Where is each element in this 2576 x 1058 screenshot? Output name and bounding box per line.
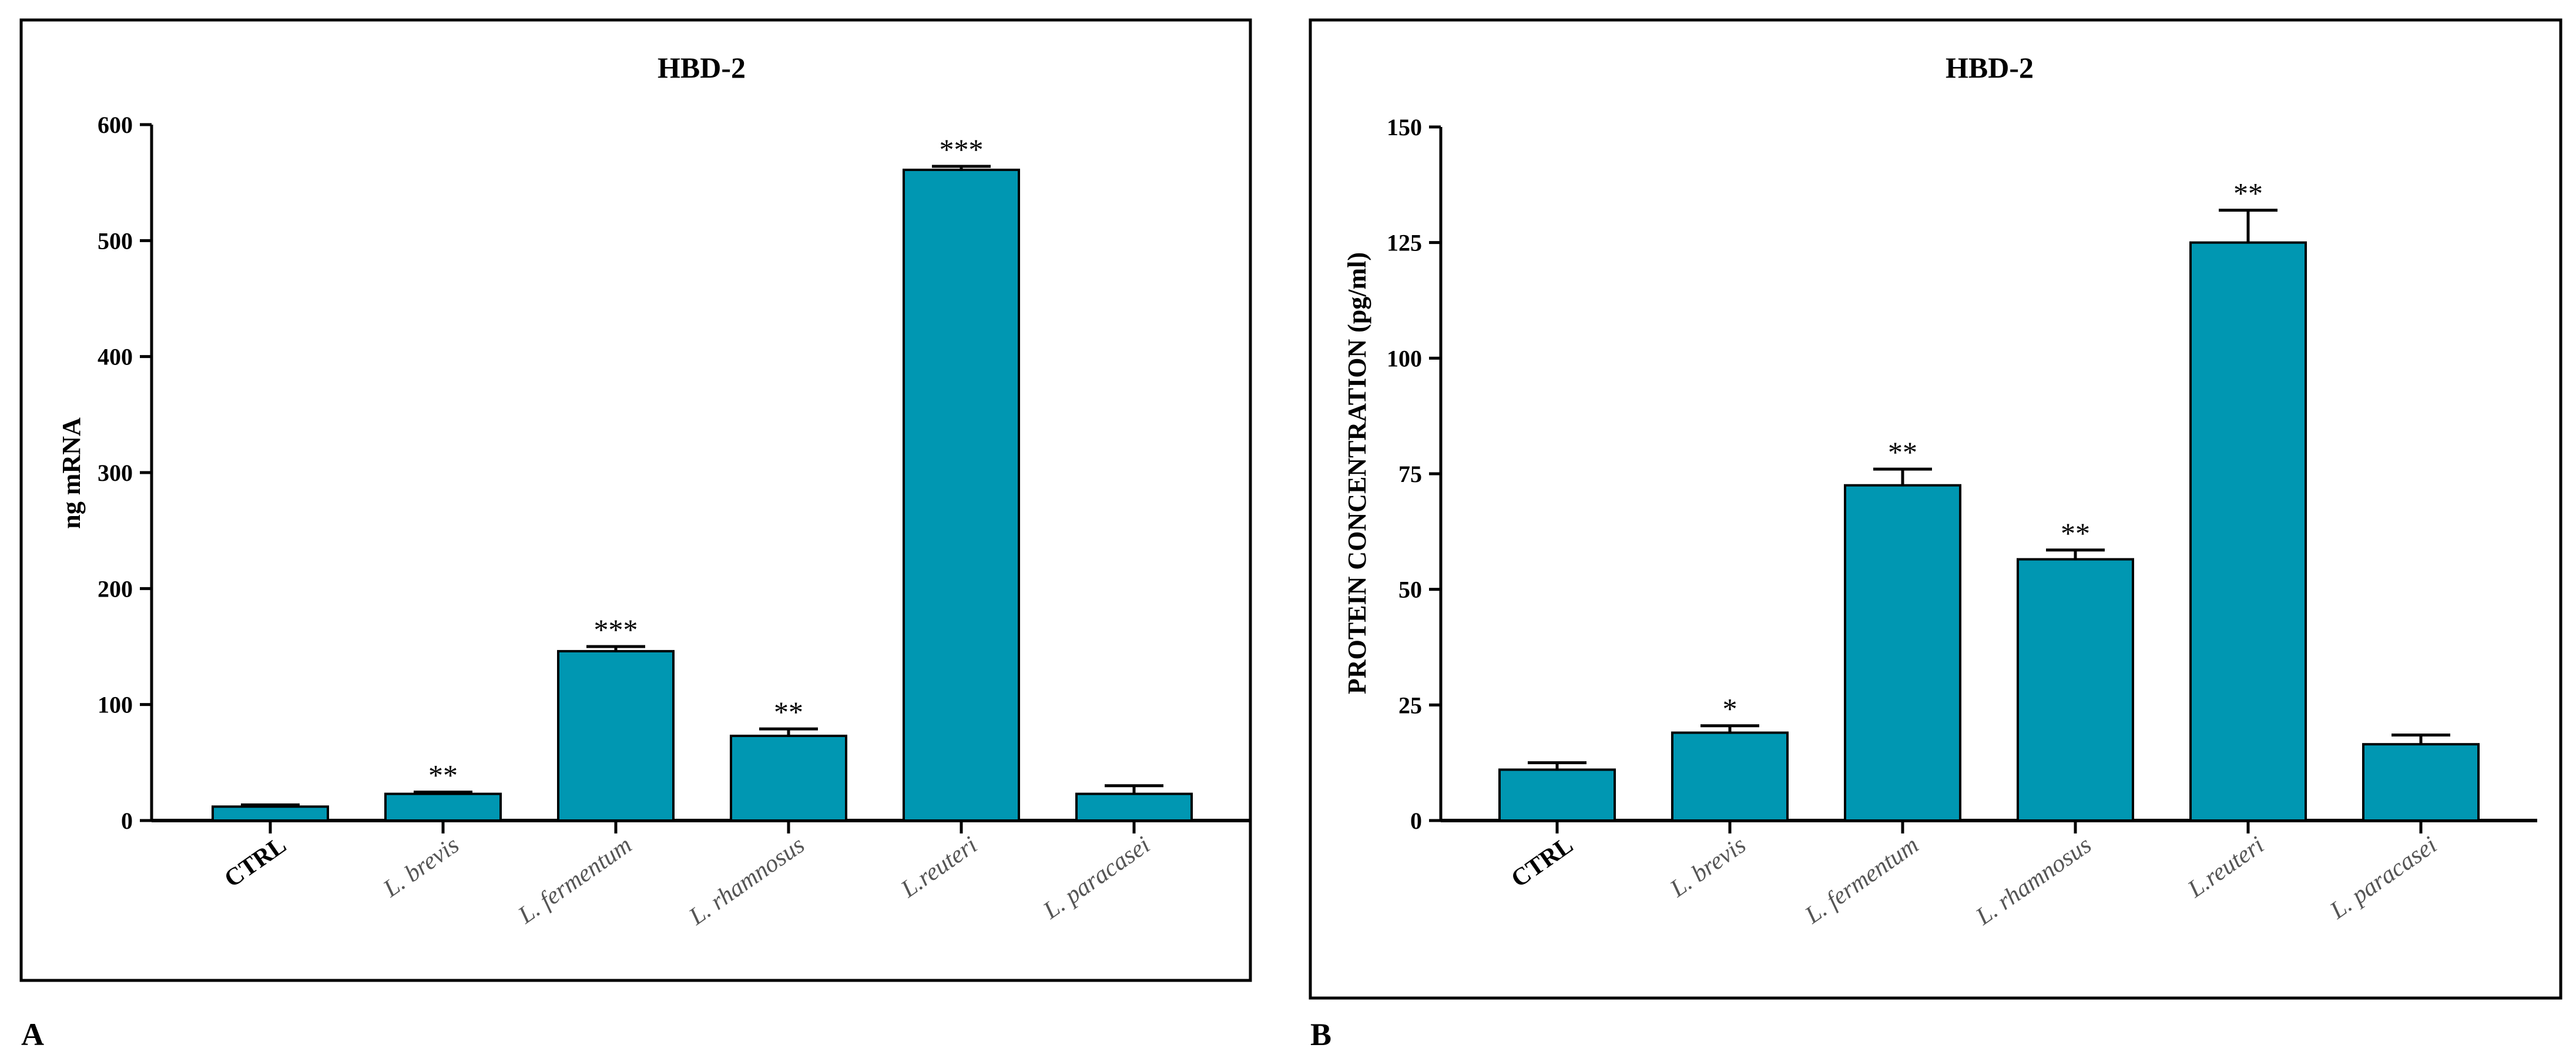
chart-panel-b: HBD-2 PROTEIN CONCENTRATION (pg/ml) B 0 25 50… (1309, 18, 2562, 1052)
chart-title: HBD-2 (1946, 51, 2034, 84)
y-tick-label: 150 (1387, 114, 1422, 140)
significance-label: ** (428, 759, 458, 792)
bar (1075, 792, 1193, 822)
y-tick-label: 0 (1410, 808, 1422, 834)
panel-frame (19, 18, 1252, 982)
significance-label: * (1723, 692, 1738, 725)
panel-frame (1309, 18, 2562, 1000)
panel-letter: A (21, 1017, 44, 1052)
bar (557, 649, 675, 822)
y-tick-label: 400 (98, 344, 133, 370)
significance-label: ** (774, 695, 803, 728)
bar (730, 734, 847, 822)
chart-title: HBD-2 (658, 51, 746, 84)
significance-label: *** (594, 613, 638, 646)
bar (384, 792, 502, 822)
y-tick-label: 50 (1398, 577, 1422, 603)
significance-label: ** (2061, 517, 2090, 550)
y-tick-label: 500 (98, 227, 133, 254)
y-tick-label: 200 (98, 575, 133, 602)
bar (1671, 731, 1789, 822)
bar (212, 805, 329, 822)
bar (2362, 743, 2480, 822)
bar (903, 168, 1020, 822)
bar (1844, 484, 1961, 822)
y-tick-label: 75 (1398, 461, 1422, 487)
y-tick-label: 0 (121, 808, 133, 834)
y-tick-label: 300 (98, 460, 133, 486)
y-tick-label: 100 (1387, 345, 1422, 371)
bar (2189, 241, 2307, 822)
significance-label: ** (2233, 177, 2263, 210)
significance-label: *** (940, 133, 984, 166)
y-tick-label: 600 (98, 112, 133, 138)
significance-label: ** (1888, 436, 1917, 468)
y-axis-label: PROTEIN CONCENTRATION (pg/ml) (1343, 252, 1371, 694)
y-tick-label: 125 (1387, 230, 1422, 256)
y-tick-label: 25 (1398, 692, 1422, 718)
panel-letter: B (1310, 1017, 1331, 1052)
bar (1498, 768, 1616, 822)
y-axis-label: ng mRNA (57, 417, 86, 529)
y-tick-label: 100 (98, 692, 133, 718)
bar (2017, 558, 2134, 822)
